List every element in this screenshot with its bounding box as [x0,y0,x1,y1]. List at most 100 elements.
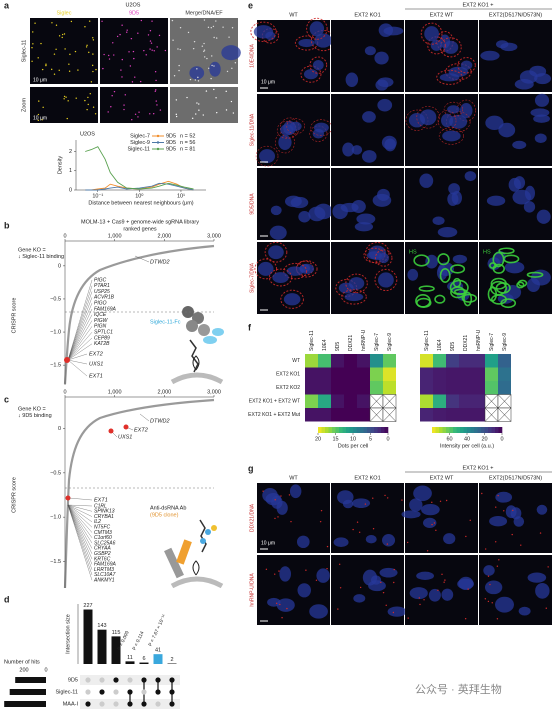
nucleus [441,113,454,128]
nucleus [379,567,398,578]
puncta [274,573,276,575]
legend-swatch [156,141,160,144]
puncta [75,97,77,99]
matrix-dot [85,689,91,695]
heatmap-cell [446,354,459,368]
x-tick-label: 0 [63,233,66,239]
heatmap-cell [305,394,318,408]
puncta [401,499,403,501]
puncta [171,19,174,22]
puncta [149,113,151,115]
hit-point [64,357,70,363]
puncta [406,541,409,544]
membrane [306,17,328,40]
puncta [37,57,39,59]
annotation: Gene KO = [18,406,46,412]
puncta [113,90,116,93]
nucleus [483,565,495,576]
heatmap-cell [357,354,370,368]
panel-letter: a [4,0,10,10]
puncta [265,568,268,571]
colorbar-label: Intensity per cell (a.u.) [440,443,494,449]
y-tick-label: −0.5 [50,296,61,302]
leader-line [67,285,93,361]
puncta [386,543,389,545]
matrix-dot [113,701,119,707]
puncta [124,94,126,96]
nucleus [345,72,359,87]
nucleus [278,134,292,150]
heatmap-cell [433,381,446,395]
nucleus [289,121,302,132]
nucleus [459,103,473,119]
puncta [112,42,114,44]
column-label: Siglec-11 [424,330,430,351]
nucleus [510,507,522,520]
membrane [445,111,471,133]
puncta [382,591,385,594]
legend-label: Siglec-9 [130,140,150,146]
puncta [364,503,367,505]
bar-label: 11 [127,655,133,661]
puncta [202,114,204,116]
nucleus [486,195,506,206]
nucleus [504,261,525,274]
colorbar-segment [335,427,340,433]
matrix-dot [85,677,91,683]
heatmap-cell [344,354,357,368]
nucleus [377,98,393,112]
legend-label: Siglec-7 [130,133,150,139]
puncta [65,96,67,98]
colorbar-segment [484,427,489,433]
puncta [92,39,95,41]
puncta [484,548,487,550]
puncta [196,68,198,70]
puncta [467,588,469,590]
panel-title: MOLM-13 + Cas9 + genome-wide sgRNA libra… [81,219,199,225]
puncta [137,116,139,118]
p-value: P = 0.114 [132,630,146,651]
nucleus [356,213,376,225]
gene-label: NT5FC [94,525,111,531]
puncta [210,77,212,80]
heatmap-cell [420,381,433,395]
micrograph-content [37,93,97,122]
membrane [420,22,443,45]
nucleus [272,272,289,283]
column-label: hnRNP-U [361,329,367,351]
na-cross [497,407,512,422]
puncta [156,46,158,48]
puncta [203,49,206,51]
nucleus [387,606,407,617]
nucleus [353,594,366,603]
membrane [309,56,328,74]
heatmap-cell [344,381,357,395]
colorbar-segment [318,427,322,433]
heatmap-cell [318,394,331,408]
puncta [511,533,513,536]
puncta [64,48,66,50]
heatmap-cell [420,394,433,408]
puncta [203,42,205,45]
bar-label: 41 [155,648,161,654]
heatmap-cell [357,408,370,422]
bar-label: 115 [112,630,121,636]
gene-label: C1RL [94,503,107,509]
puncta [32,31,34,33]
puncta [95,68,97,71]
channel-label: 9D5 [129,10,139,16]
bar [125,661,135,664]
heatmap-cell [420,367,433,381]
gene-label: DTWD2 [150,259,170,265]
x-tick-label: 3,000 [207,233,221,239]
panel-letter: b [4,220,10,230]
puncta [186,96,188,99]
puncta [132,50,135,53]
na-cross [484,394,499,409]
row-label: hnRNP-U/DNA [249,573,255,607]
nucleus [384,138,396,152]
puncta [215,97,217,99]
puncta [58,69,60,71]
stain [526,271,544,278]
puncta [278,570,280,572]
